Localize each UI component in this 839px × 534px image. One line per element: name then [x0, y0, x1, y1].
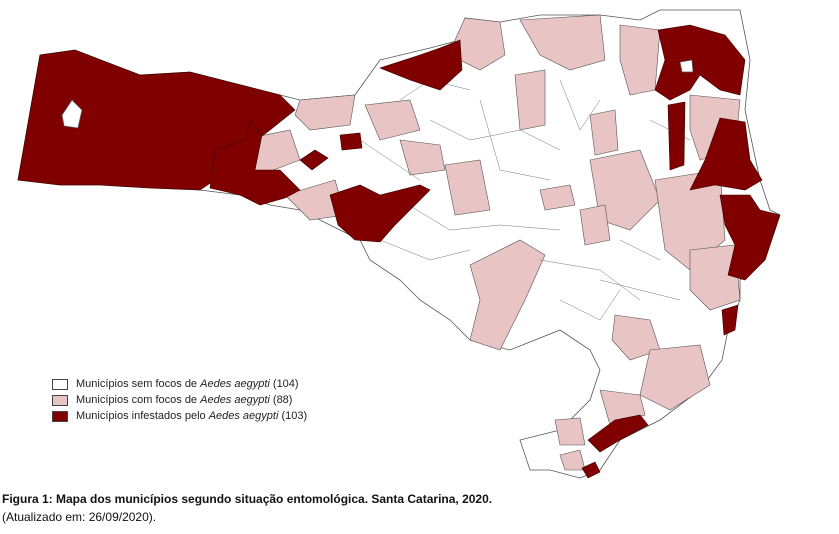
- legend-count: (103): [281, 410, 308, 422]
- legend-count: (88): [272, 394, 293, 406]
- legend-count: (104): [272, 378, 299, 390]
- legend-text: Municípios com focos de: [76, 394, 201, 406]
- legend-item: Municípios infestados pelo Aedes aegypti…: [52, 408, 307, 424]
- legend-item: Municípios com focos de Aedes aegypti (8…: [52, 392, 307, 408]
- caption-note: (Atualizado em: 26/09/2020).: [2, 510, 157, 524]
- legend-species: Aedes aegypti: [200, 394, 270, 406]
- legend-item: Municípios sem focos de Aedes aegypti (1…: [52, 376, 307, 392]
- swatch: [52, 378, 68, 390]
- swatch: [52, 394, 68, 406]
- caption: Figura 1: Mapa dos municípios segundo si…: [2, 492, 492, 524]
- legend-species: Aedes aegypti: [208, 410, 279, 422]
- legend-text: Municípios sem focos de: [76, 378, 201, 390]
- caption-title: Figura 1: Mapa dos municípios segundo si…: [2, 492, 493, 506]
- legend-text: Municípios infestados pelo: [76, 410, 209, 422]
- swatch: [52, 410, 68, 422]
- legend: Municípios sem focos de Aedes aegypti (1…: [52, 376, 307, 424]
- legend-species: Aedes aegypti: [200, 378, 270, 390]
- red-municipalities: [17, 24, 781, 479]
